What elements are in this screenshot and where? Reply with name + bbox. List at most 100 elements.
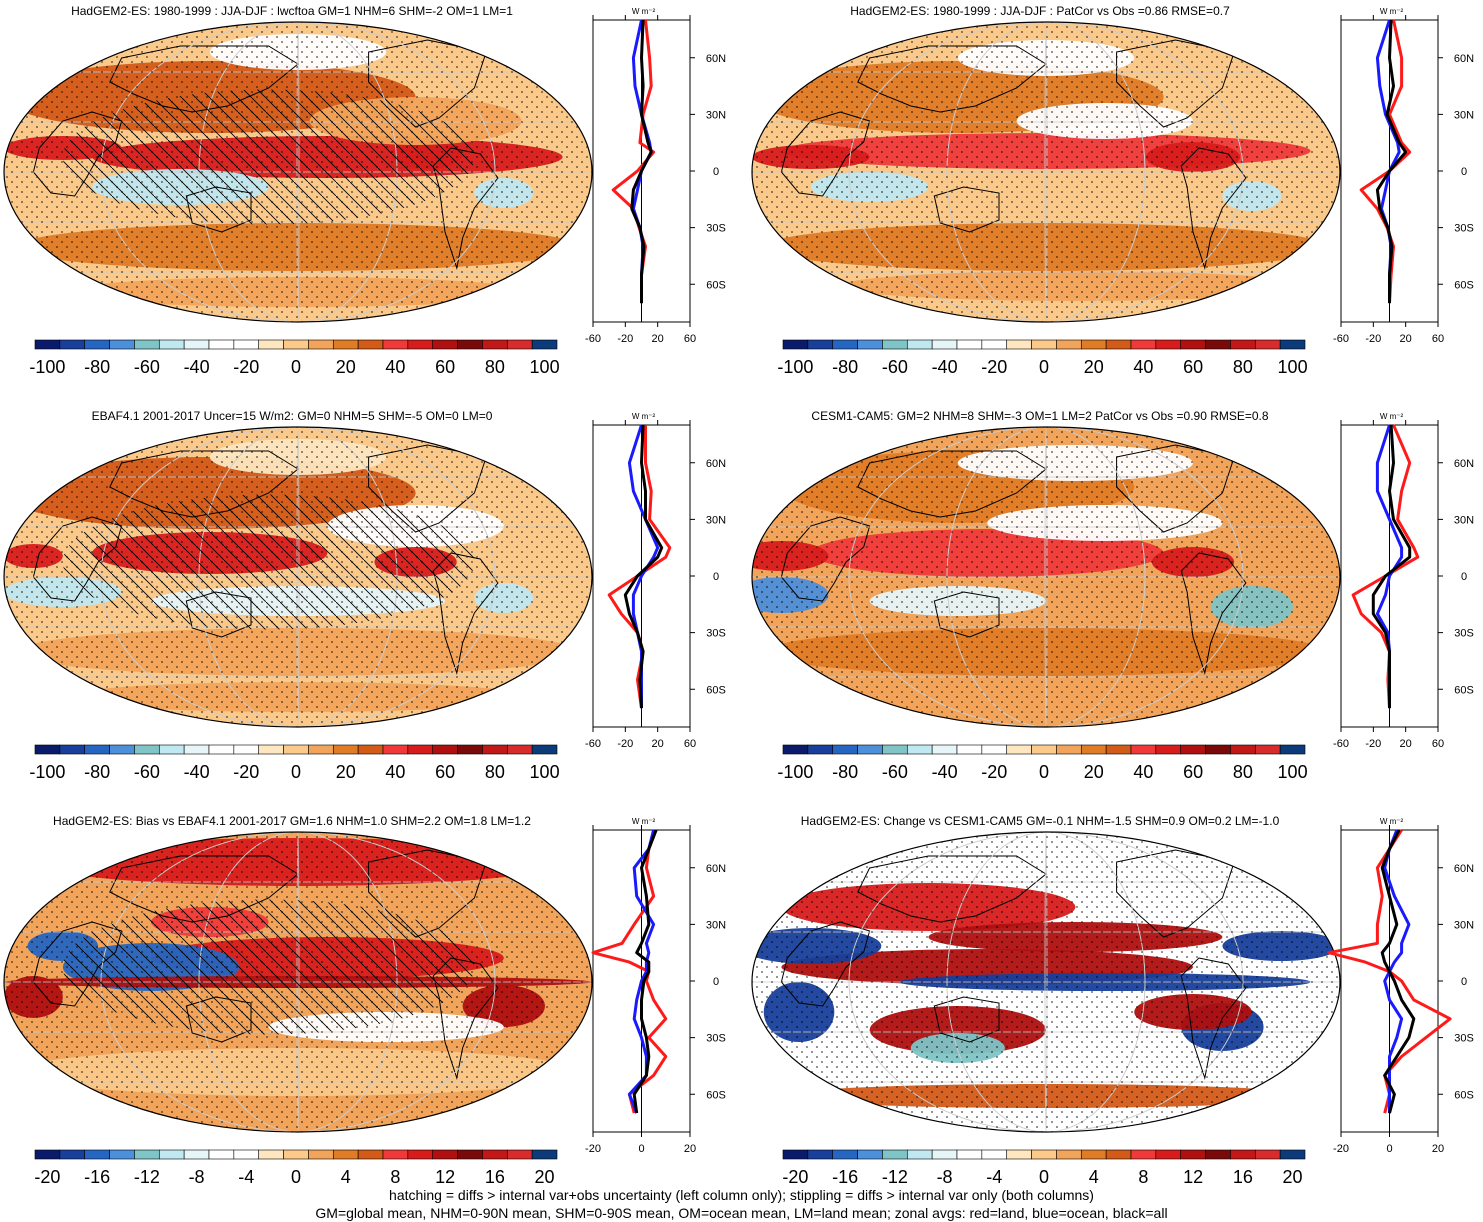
- colorbar-tick-label: 8: [390, 1167, 400, 1187]
- colorbar-swatch: [59, 339, 86, 350]
- y-tick-label: 30S: [706, 628, 726, 640]
- colorbar-tick-label: 12: [435, 1167, 455, 1187]
- x-tick-label: 60: [684, 738, 696, 750]
- colorbar-tick-label: 100: [530, 762, 560, 782]
- colorbar-tick-label: -100: [29, 762, 65, 782]
- colorbar-swatch: [407, 339, 434, 350]
- colorbar-swatch: [407, 1149, 434, 1160]
- panel-3: EBAF4.1 2001-2017 Uncer=15 W/m2: GM=0 NH…: [3, 409, 726, 782]
- panel-6: HadGEM2-ES: Change vs CESM1-CAM5 GM=-0.1…: [751, 814, 1474, 1187]
- colorbar-swatch: [1080, 1149, 1107, 1160]
- colorbar-swatch: [1180, 1149, 1206, 1160]
- panel-title: HadGEM2-ES: Change vs CESM1-CAM5 GM=-0.1…: [801, 814, 1280, 828]
- colorbar-tick-label: 0: [1039, 762, 1049, 782]
- colorbar-swatch: [482, 1149, 508, 1160]
- colorbar-swatch: [1130, 339, 1157, 350]
- colorbar-tick-label: 80: [1233, 762, 1253, 782]
- x-tick-label: 60: [1432, 738, 1444, 750]
- colorbar-swatch: [1279, 744, 1306, 755]
- colorbar-swatch: [457, 1149, 483, 1160]
- colorbar-swatch: [807, 1149, 834, 1160]
- colorbar-swatch: [906, 339, 933, 350]
- colorbar-tick-label: -8: [937, 1167, 953, 1187]
- colorbar-swatch: [34, 744, 61, 755]
- colorbar-swatch: [183, 1149, 210, 1160]
- map-field: [4, 832, 592, 1132]
- y-tick-label: 30S: [1454, 223, 1474, 235]
- colorbar-swatch: [134, 339, 160, 350]
- colorbar-swatch: [857, 744, 883, 755]
- colorbar-swatch: [1056, 744, 1082, 755]
- zonal-average-panel: W m⁻² -20 0 20 60N 30N 0 30S 60S: [585, 817, 726, 1155]
- colorbar-tick-label: 0: [1039, 1167, 1049, 1187]
- colorbar-swatch: [1056, 339, 1082, 350]
- colorbar-swatch: [1056, 1149, 1082, 1160]
- colorbar-swatch: [956, 744, 983, 755]
- colorbar-swatch: [233, 1149, 260, 1160]
- colorbar-swatch: [1105, 1149, 1132, 1160]
- map-border: [751, 426, 1341, 728]
- y-tick-label: 60N: [706, 53, 726, 65]
- colorbar-tick-label: 80: [485, 357, 505, 377]
- colorbar-swatch: [208, 744, 235, 755]
- colorbar-tick-label: 0: [291, 1167, 301, 1187]
- y-tick-label: 60N: [706, 458, 726, 470]
- x-tick-label: -60: [585, 333, 601, 345]
- map-field: [4, 22, 592, 322]
- x-tick-label: -20: [1365, 333, 1381, 345]
- colorbar-swatch: [832, 339, 858, 350]
- colorbar-tick-label: 60: [435, 762, 455, 782]
- colorbar-swatch: [981, 339, 1008, 350]
- colorbar-swatch: [482, 339, 508, 350]
- panel-title: CESM1-CAM5: GM=2 NHM=8 SHM=-3 OM=1 LM=2 …: [811, 409, 1268, 423]
- y-tick-label: 30S: [1454, 628, 1474, 640]
- colorbar-swatch: [34, 1149, 61, 1160]
- y-tick-label: 30N: [706, 919, 726, 931]
- unit-label: W m⁻²: [1380, 817, 1404, 826]
- x-tick-label: 20: [1400, 333, 1412, 345]
- hatching: [62, 89, 475, 225]
- map-field: [752, 22, 1340, 322]
- x-tick-label: -20: [1333, 1143, 1349, 1155]
- colorbar-swatch: [1230, 1149, 1256, 1160]
- series-red: [611, 19, 656, 304]
- colorbar-tick-label: -20: [233, 762, 259, 782]
- colorbar-tick-label: -60: [134, 762, 160, 782]
- colorbar-tick-label: -80: [832, 357, 858, 377]
- colorbar-swatch: [832, 1149, 858, 1160]
- x-tick-label: 20: [652, 738, 664, 750]
- colorbar-tick-label: 16: [485, 1167, 505, 1187]
- colorbar-tick-label: -4: [238, 1167, 254, 1187]
- colorbar-tick-label: 60: [435, 357, 455, 377]
- colorbar-swatch: [357, 744, 384, 755]
- panel-2: HadGEM2-ES: 1980-1999 : JJA-DJF : PatCor…: [751, 4, 1474, 377]
- colorbar-swatch: [1006, 744, 1032, 755]
- hatching: [62, 494, 475, 630]
- y-tick-label: 0: [713, 976, 719, 988]
- unit-label: W m⁻²: [1380, 7, 1404, 16]
- footer-line-2: GM=global mean, NHM=0-90N mean, SHM=0-90…: [315, 1205, 1168, 1221]
- stippling: [752, 22, 1340, 322]
- colorbar: -20 -16 -12 -8 -4 0 4 8 12 16 20: [34, 1149, 558, 1187]
- colorbar-tick-label: 40: [385, 357, 405, 377]
- x-tick-label: -20: [585, 1143, 601, 1155]
- colorbar-swatch: [84, 1149, 110, 1160]
- colorbar-swatch: [332, 1149, 359, 1160]
- y-tick-label: 0: [1461, 571, 1467, 583]
- x-tick-label: -60: [1333, 333, 1349, 345]
- colorbar-tick-label: -16: [84, 1167, 110, 1187]
- colorbar-swatch: [258, 339, 284, 350]
- x-tick-label: -60: [1333, 738, 1349, 750]
- x-tick-label: 60: [684, 333, 696, 345]
- x-tick-label: -20: [1365, 738, 1381, 750]
- colorbar-swatch: [1230, 744, 1256, 755]
- y-tick-label: 60S: [706, 684, 726, 696]
- x-tick-label: 0: [638, 1143, 644, 1155]
- y-tick-label: 60S: [1454, 1089, 1474, 1101]
- colorbar-swatch: [432, 744, 458, 755]
- colorbar-swatch: [109, 1149, 135, 1160]
- colorbar-swatch: [832, 744, 858, 755]
- colorbar-tick-label: -100: [777, 357, 813, 377]
- colorbar-swatch: [882, 744, 908, 755]
